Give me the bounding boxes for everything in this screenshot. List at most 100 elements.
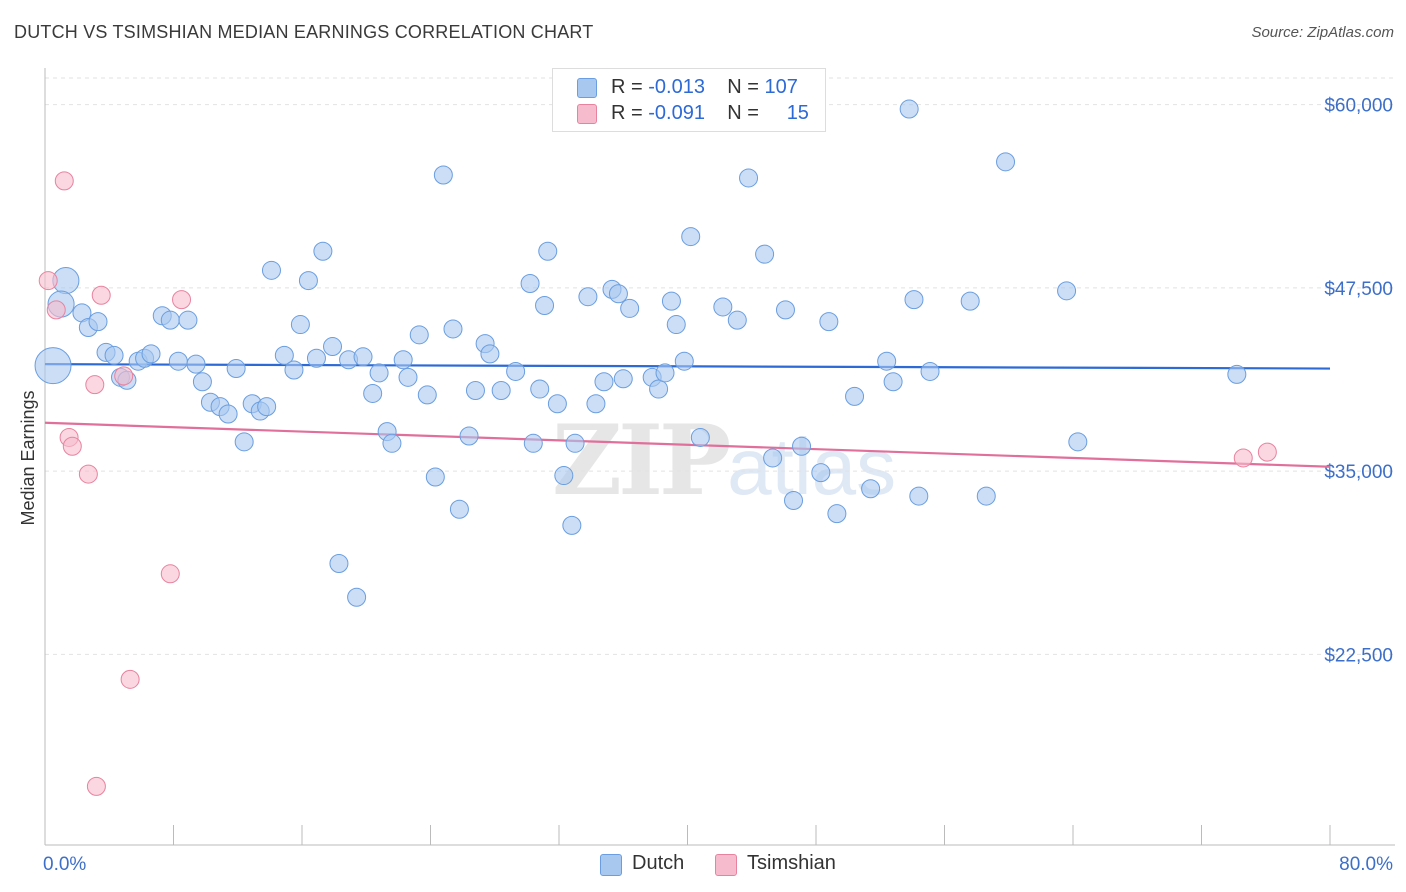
dutch-point (88, 312, 108, 332)
dutch-point (727, 310, 747, 330)
dutch-point (417, 385, 437, 405)
dutch-point (565, 433, 585, 453)
dutch-point (160, 310, 180, 330)
dutch-point (298, 271, 318, 291)
dutch-point (329, 554, 349, 574)
dutch-point (547, 394, 567, 414)
dutch-point (661, 291, 681, 311)
dutch-point (739, 168, 759, 188)
dutch-point (313, 241, 333, 261)
dutch-point (819, 312, 839, 332)
tsimshian-trend-line (44, 421, 1331, 468)
dutch-point (104, 345, 124, 365)
dutch-point (845, 386, 865, 406)
dutch-point (459, 426, 479, 446)
dutch-point (681, 227, 701, 247)
legend-n-value: 15 (786, 102, 809, 124)
dutch-point (369, 363, 389, 383)
y-axis-label: Median Earnings (18, 390, 38, 525)
dutch-point (382, 433, 402, 453)
dutch-point (284, 360, 304, 380)
axes: $22,500 $35,000 $47,500 $60,000 0.0% 80.0% (43, 68, 1395, 875)
legend-r-value: -0.013 (648, 76, 705, 98)
dutch-point (554, 466, 574, 486)
dutch-point (755, 244, 775, 264)
dutch-point (347, 587, 367, 607)
dutch-point (530, 379, 550, 399)
dutch-point (811, 463, 831, 483)
tsimshian-point (78, 464, 98, 484)
y-tick-label: $22,500 (1324, 645, 1393, 666)
dutch-point (506, 361, 526, 381)
dutch-point (562, 515, 582, 535)
dutch-point (586, 394, 606, 414)
dutch-point (34, 347, 72, 385)
tsimshian-point (114, 366, 134, 386)
tsimshian-legend-swatch (715, 854, 737, 876)
dutch-point (141, 344, 161, 364)
dutch-point (443, 319, 463, 339)
dutch-point (363, 383, 383, 403)
y-tick-label: $60,000 (1324, 96, 1393, 117)
dutch-point (168, 351, 188, 371)
dutch-point (960, 291, 980, 311)
dutch-point (594, 372, 614, 392)
dutch-point (261, 260, 281, 280)
y-tick-label: $35,000 (1324, 462, 1393, 483)
x-tick-label-min: 0.0% (43, 854, 86, 875)
dutch-point (613, 369, 633, 389)
legend-r-value: -0.091 (648, 102, 705, 124)
tsimshian-point (86, 776, 106, 796)
dutch-point (398, 367, 418, 387)
dutch-point (666, 315, 686, 335)
tsimshian-point (46, 300, 66, 320)
dutch-point (713, 297, 733, 317)
tsimshian-point (54, 171, 74, 191)
dutch-point (523, 433, 543, 453)
dutch-point (186, 354, 206, 374)
dutch-point (674, 351, 694, 371)
tsimshian-point (1257, 442, 1277, 462)
source-label: Source: ZipAtlas.com (1251, 24, 1394, 41)
dutch-point (290, 315, 310, 335)
tsimshian-point (91, 285, 111, 305)
tsimshian-point (62, 436, 82, 456)
tsimshian-point (120, 669, 140, 689)
legend-n-value: 107 (764, 76, 798, 98)
dutch-point (192, 372, 212, 392)
tsimshian-point (172, 290, 192, 310)
tsimshian-legend-label: Tsimshian (747, 852, 836, 874)
legend-n-label: N = (727, 102, 765, 124)
dutch-swatch (577, 78, 597, 98)
legend-r-label: R = (611, 76, 649, 98)
dutch-point (323, 337, 343, 357)
dutch-point (226, 359, 246, 379)
dutch-point (899, 99, 919, 119)
data-points (34, 99, 1277, 796)
dutch-point (306, 348, 326, 368)
dutch-point (996, 152, 1016, 172)
dutch-legend-swatch (600, 854, 622, 876)
dutch-point (449, 499, 469, 519)
x-tick-label-max: 80.0% (1339, 854, 1393, 875)
dutch-point (393, 350, 413, 370)
dutch-point (909, 486, 929, 506)
dutch-point (763, 448, 783, 468)
legend-r-label: R = (611, 102, 649, 124)
dutch-point (792, 436, 812, 456)
dutch-point (784, 490, 804, 510)
dutch-point (620, 298, 640, 318)
dutch-point (690, 427, 710, 447)
tsimshian-point (1233, 448, 1253, 468)
dutch-point (608, 284, 628, 304)
dutch-point (178, 310, 198, 330)
dutch-point (535, 295, 555, 315)
dutch-point (976, 486, 996, 506)
dutch-point (465, 381, 485, 401)
dutch-point (257, 397, 277, 417)
dutch-point (491, 381, 511, 401)
dutch-point (218, 404, 238, 424)
dutch-point (775, 300, 795, 320)
trend-lines (44, 363, 1331, 468)
dutch-point (883, 372, 903, 392)
